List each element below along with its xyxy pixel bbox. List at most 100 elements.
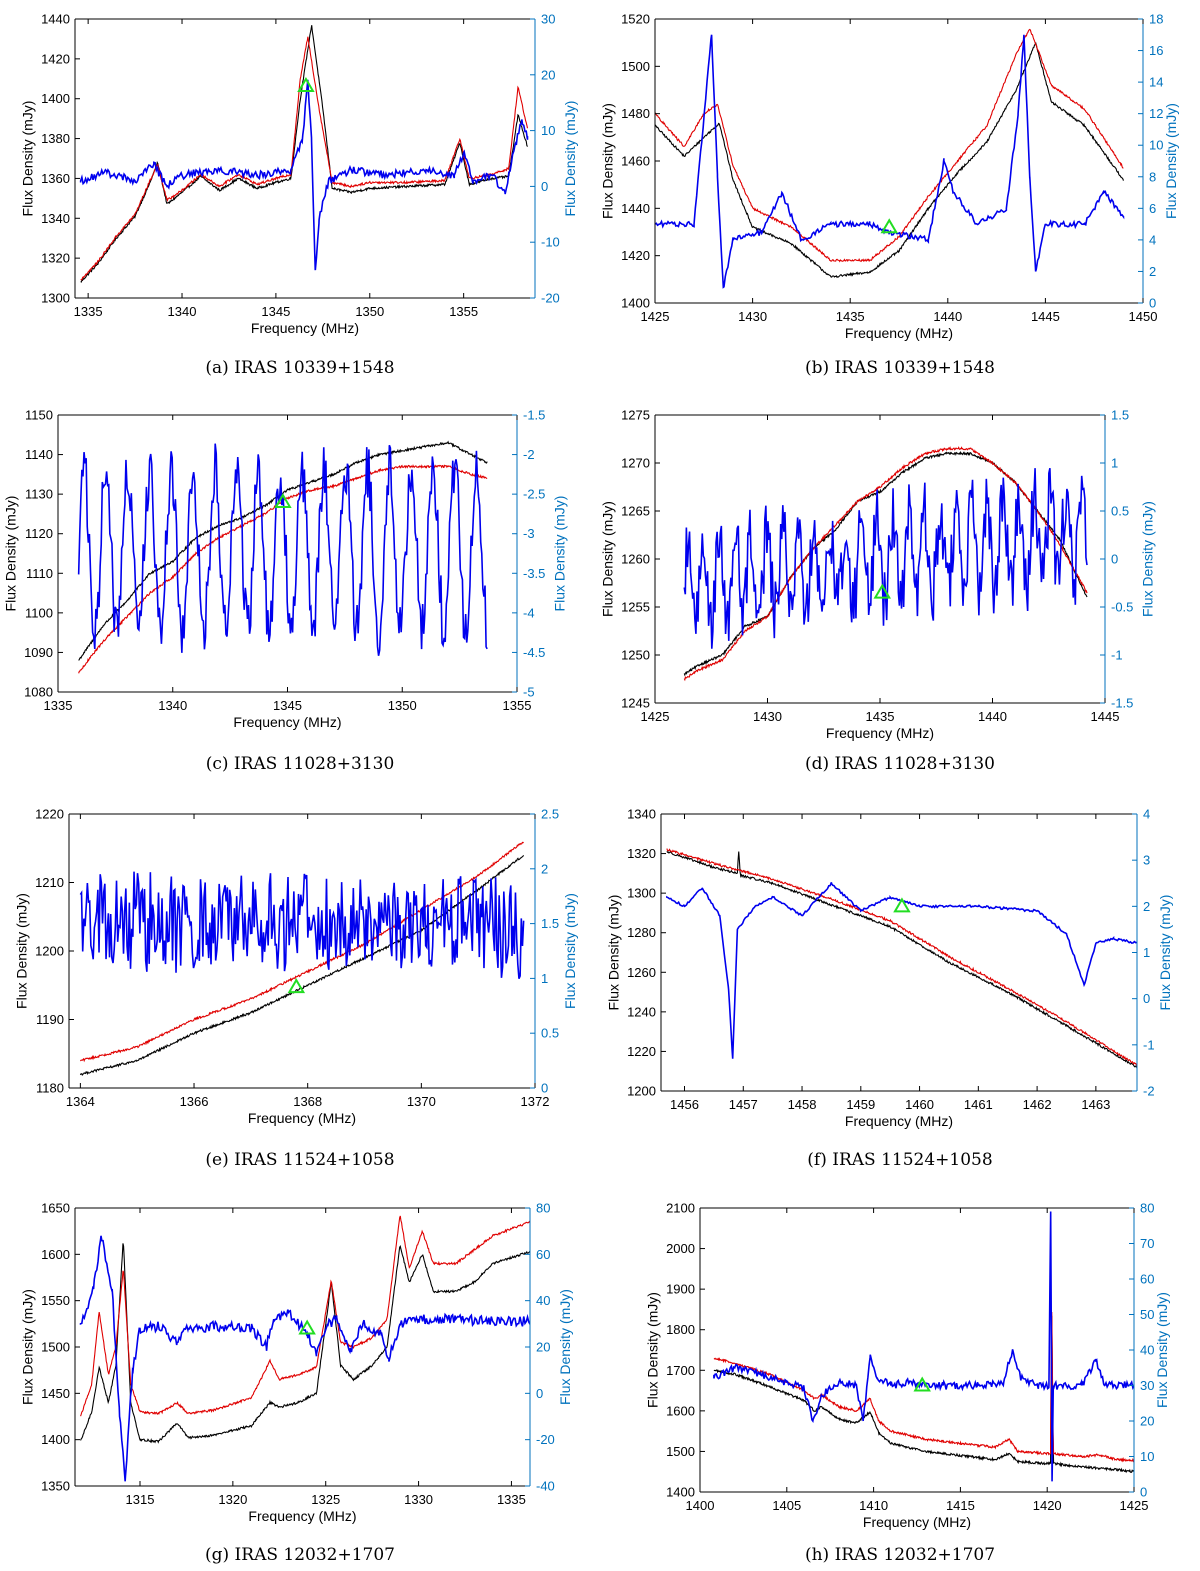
- y-right-tick-label: -1.5: [523, 408, 545, 423]
- y-right-tick-label: 1: [541, 971, 548, 986]
- y-right-tick-label: 0: [541, 179, 548, 194]
- panel-caption: (h) IRAS 12032+1707: [805, 1545, 995, 1565]
- y-right-tick-label: 1: [1111, 456, 1118, 471]
- y-left-tick-label: 1240: [627, 1004, 656, 1019]
- y-right-tick-label: 0: [536, 1386, 543, 1401]
- panel-caption: (a) IRAS 10339+1548: [205, 358, 394, 378]
- blue-series-line: [79, 871, 525, 979]
- black-series-line: [78, 440, 488, 661]
- x-tick-label: 1364: [66, 1094, 95, 1109]
- marker-triangle: [893, 897, 911, 913]
- y-right-tick-label: 2.5: [541, 807, 559, 822]
- marker-triangle: [297, 76, 315, 92]
- y-right-tick-label: 10: [541, 123, 555, 138]
- y-axis-left-label: Flux Density (mJy): [14, 893, 30, 1009]
- x-tick-label: 1435: [836, 309, 865, 324]
- y-left-tick-label: 1340: [627, 807, 656, 822]
- red-series-line: [713, 1311, 1134, 1463]
- y-axis-right-label: Flux Density (mJy): [1163, 103, 1179, 219]
- y-left-tick-label: 1600: [41, 1247, 70, 1262]
- y-right-tick-label: -4.5: [523, 645, 545, 660]
- y-left-tick-label: 1500: [621, 59, 650, 74]
- y-right-tick-label: -2.5: [523, 487, 545, 502]
- panel-d: 1425 1430 1435 1440 1445 1245 1250 1255 1260 1265…: [600, 408, 1156, 775]
- y-left-tick-label: 2000: [666, 1241, 695, 1256]
- y-axis-right-label: Flux Density (mJy): [1157, 895, 1173, 1011]
- x-tick-label: 1340: [158, 698, 187, 713]
- y-right-tick-label: -4: [523, 605, 535, 620]
- plot-area: [655, 19, 1143, 303]
- panel-h: 1400 1405 1410 1415 1420 1425 1400 1500 1600 1700…: [645, 1201, 1170, 1566]
- x-tick-label: 1350: [388, 698, 417, 713]
- x-tick-label: 1320: [218, 1492, 247, 1507]
- y-right-tick-label: 1.5: [1111, 408, 1129, 423]
- y-right-tick-label: 60: [536, 1247, 550, 1262]
- y-right-tick-label: -3.5: [523, 566, 545, 581]
- y-right-tick-label: -3: [523, 526, 535, 541]
- panel-b: 1425 1430 1435 1440 1445 14501400142014401460…: [600, 12, 1179, 379]
- y-axis-right-label: Flux Density (mJy): [552, 496, 568, 612]
- panel-g: 1315 1320 1325 1330 1335 1350 1400 1450 1500 1550…: [20, 1201, 574, 1566]
- y-left-tick-label: 1450: [41, 1386, 70, 1401]
- y-left-tick-label: 1150: [25, 408, 53, 423]
- panel-e: 1364 1366 1368 1370 1372 1180 1190 1200 1210 1220…: [14, 807, 579, 1171]
- x-tick-label: 1430: [753, 709, 782, 724]
- x-tick-label: 1450: [1129, 309, 1158, 324]
- x-tick-label: 1410: [859, 1498, 888, 1513]
- y-right-tick-label: -10: [541, 235, 560, 250]
- y-left-tick-label: 1700: [666, 1363, 695, 1378]
- y-left-tick-label: 1280: [627, 925, 656, 940]
- x-tick-label: 1335: [44, 698, 73, 713]
- x-tick-label: 1368: [293, 1094, 322, 1109]
- y-right-tick-label: 0: [1111, 552, 1118, 567]
- x-tick-label: 1335: [74, 304, 103, 319]
- y-left-tick-label: 1265: [621, 504, 650, 519]
- y-left-tick-label: 1360: [41, 171, 70, 186]
- y-axis-left-label: Flux Density (mJy): [606, 895, 622, 1011]
- y-right-tick-label: 3: [1143, 853, 1150, 868]
- blue-series-line: [666, 881, 1137, 1059]
- x-tick-label: 1457: [729, 1097, 758, 1112]
- y-axis-right-label: Flux Density (mJy): [557, 1289, 573, 1405]
- y-left-tick-label: 1500: [41, 1340, 70, 1355]
- marker-triangle: [873, 583, 891, 599]
- y-left-tick-label: 1320: [41, 251, 70, 266]
- black-series-line: [666, 851, 1137, 1069]
- y-right-tick-label: 40: [1140, 1343, 1154, 1358]
- y-right-tick-label: 16: [1149, 43, 1163, 58]
- x-axis-label: Frequency (MHz): [233, 714, 341, 730]
- y-right-tick-label: -5: [523, 685, 535, 700]
- y-right-tick-label: 30: [1140, 1378, 1154, 1393]
- y-left-tick-label: 1140: [25, 447, 53, 462]
- black-series-line: [80, 1243, 530, 1444]
- y-right-tick-label: 0.5: [1111, 504, 1129, 519]
- x-tick-label: 1460: [905, 1097, 934, 1112]
- y-left-tick-label: 1320: [627, 846, 656, 861]
- x-tick-label: 1330: [404, 1492, 433, 1507]
- x-tick-label: 1372: [521, 1094, 550, 1109]
- y-left-tick-label: 1255: [621, 600, 650, 615]
- y-left-tick-label: 1400: [621, 296, 650, 311]
- y-right-tick-label: -2: [523, 447, 535, 462]
- panel-caption: (g) IRAS 12032+1707: [205, 1545, 395, 1565]
- y-right-tick-label: 20: [536, 1340, 550, 1355]
- x-tick-label: 1435: [866, 709, 895, 724]
- y-left-tick-label: 1420: [621, 248, 650, 263]
- x-axis-label: Frequency (MHz): [863, 1514, 971, 1530]
- y-left-tick-label: 1120: [25, 526, 53, 541]
- y-right-tick-label: -1.5: [1111, 696, 1133, 711]
- y-right-tick-label: 50: [1140, 1307, 1154, 1322]
- y-left-tick-label: 1245: [621, 696, 650, 711]
- y-left-tick-label: 1900: [666, 1282, 695, 1297]
- y-axis-right-label: Flux Density (mJy): [562, 893, 578, 1009]
- x-tick-label: 1463: [1081, 1097, 1110, 1112]
- y-left-tick-label: 1400: [666, 1485, 695, 1500]
- x-tick-label: 1400: [686, 1498, 715, 1513]
- y-left-tick-label: 1440: [621, 201, 650, 216]
- y-right-tick-label: 0.5: [541, 1026, 559, 1041]
- marker-triangle: [274, 493, 292, 509]
- plot-area: [700, 1208, 1134, 1492]
- x-tick-label: 1445: [1031, 309, 1060, 324]
- y-axis-left-label: Flux Density (mJy): [645, 1292, 661, 1408]
- x-tick-label: 1415: [946, 1498, 975, 1513]
